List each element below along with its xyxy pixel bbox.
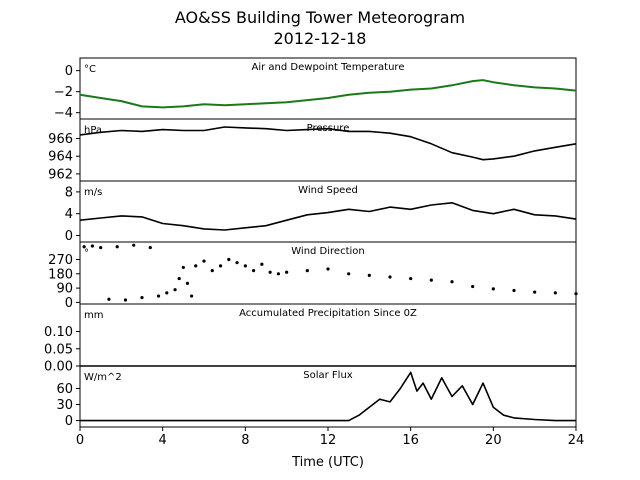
y-tick-label: −4 (54, 106, 73, 121)
data-point (132, 243, 136, 247)
data-point (533, 290, 537, 294)
data-point (367, 273, 371, 277)
unit-label: W/m^2 (84, 372, 122, 383)
panel-title: Air and Dewpoint Temperature (252, 62, 405, 73)
x-tick-label: 4 (159, 433, 167, 448)
unit-label: °C (84, 64, 96, 75)
series-line-wind-speed (79, 202, 577, 231)
y-tick-label: 90 (56, 282, 73, 297)
data-point (491, 287, 495, 291)
data-point (107, 297, 111, 301)
x-tick-label: 16 (402, 433, 419, 448)
data-point (218, 264, 223, 268)
data-point (148, 245, 152, 250)
series-line-air-and-dewpoint-temperature (79, 79, 577, 109)
data-point (115, 245, 119, 249)
y-tick-label: 0 (65, 296, 73, 311)
data-point (409, 276, 413, 281)
data-point (388, 275, 392, 279)
panel-title: Solar Flux (303, 370, 353, 381)
data-point (181, 265, 185, 270)
y-tick-label: 964 (48, 150, 73, 165)
data-point (285, 270, 289, 274)
panel-title: Wind Direction (291, 246, 365, 257)
x-tick-label: 8 (241, 433, 249, 448)
series-line-solar-flux (80, 371, 576, 422)
data-point (429, 278, 433, 282)
y-tick-label: 0 (65, 229, 73, 244)
data-point (450, 280, 454, 284)
data-point (185, 281, 190, 285)
unit-label: mm (84, 310, 103, 321)
x-tick-label: 0 (76, 433, 84, 448)
y-tick-label: 962 (48, 167, 73, 182)
y-tick-label: 30 (56, 398, 73, 413)
data-point (165, 291, 169, 295)
x-tick-label: 12 (320, 433, 337, 448)
data-point (82, 245, 86, 249)
data-point (202, 259, 206, 263)
data-point (190, 294, 194, 298)
y-tick-label: 0.00 (44, 360, 73, 375)
data-point (140, 296, 144, 300)
data-point (90, 244, 94, 248)
unit-label: m/s (84, 187, 102, 198)
data-point (553, 291, 557, 295)
x-tick-label: 24 (568, 433, 585, 448)
y-tick-label: −2 (54, 85, 73, 100)
data-point (173, 288, 177, 292)
y-tick-label: 0 (65, 414, 73, 429)
y-tick-label: 0.05 (44, 342, 73, 357)
x-tick-label: 20 (485, 433, 502, 448)
y-tick-label: 4 (65, 207, 73, 222)
panel-title: Wind Speed (298, 185, 358, 196)
panel-title: Accumulated Precipitation Since 0Z (239, 308, 417, 319)
data-point (210, 269, 214, 273)
x-axis-label: Time (UTC) (291, 455, 364, 470)
data-point (99, 245, 103, 250)
data-point (177, 276, 181, 281)
data-point (512, 288, 516, 293)
data-point (305, 269, 309, 273)
data-point (268, 270, 272, 274)
figure-title: AO&SS Building Tower Meteorogram (174, 8, 466, 27)
y-tick-label: 0 (65, 64, 73, 79)
y-tick-label: 60 (56, 382, 73, 397)
figure-subtitle: 2012-12-18 (273, 29, 367, 48)
data-point (471, 284, 475, 289)
data-point (574, 292, 578, 296)
data-point (123, 298, 128, 302)
y-tick-label: 966 (48, 132, 73, 147)
data-point (252, 269, 256, 273)
data-point (260, 262, 264, 266)
data-point (243, 264, 247, 268)
data-point (276, 272, 280, 276)
unit-label: hPa (84, 125, 102, 136)
data-point (156, 294, 161, 298)
unit-label: ° (84, 248, 89, 259)
y-tick-label: 0.10 (44, 325, 73, 340)
y-tick-label: 180 (48, 267, 73, 282)
data-point (227, 257, 231, 262)
data-point (235, 261, 239, 265)
data-point (326, 267, 330, 271)
data-point (347, 272, 351, 276)
y-tick-label: 270 (48, 253, 73, 268)
series-line-pressure (79, 126, 577, 161)
data-point (194, 264, 198, 268)
y-tick-label: 8 (65, 185, 73, 200)
